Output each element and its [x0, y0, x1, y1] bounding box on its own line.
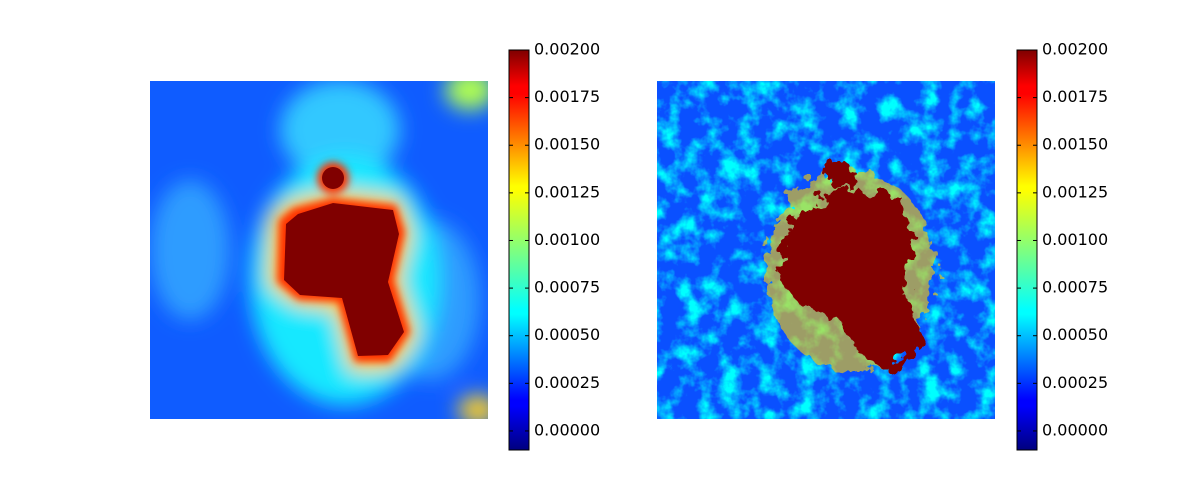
colorbar-tick-label: 0.00000 — [534, 420, 600, 439]
heatmap-image — [657, 81, 995, 419]
colorbar-tick-label: 0.00025 — [1042, 373, 1108, 392]
colorbar — [1016, 49, 1038, 451]
colorbar-tick-label: 0.00125 — [534, 182, 600, 201]
colorbar-tick-label: 0.00150 — [534, 135, 600, 154]
colorbar-tick-label: 0.00025 — [534, 373, 600, 392]
colorbar-tick-label: 0.00075 — [1042, 278, 1108, 297]
colorbar-tick-label: 0.00150 — [1042, 135, 1108, 154]
heatmap-image — [150, 81, 488, 419]
colorbar-tick-label: 0.00050 — [534, 325, 600, 344]
colorbar-tick-label: 0.00075 — [534, 278, 600, 297]
colorbar-tick-label: 0.00000 — [1042, 420, 1108, 439]
colorbar-tick-label: 0.00200 — [534, 40, 600, 59]
colorbar-tick-label: 0.00175 — [1042, 87, 1108, 106]
colorbar-tick-label: 0.00125 — [1042, 182, 1108, 201]
colorbar-tick-label: 0.00200 — [1042, 40, 1108, 59]
colorbar-tick-label: 0.00100 — [1042, 230, 1108, 249]
colorbar-tick-label: 0.00175 — [534, 87, 600, 106]
colorbar-tick-label: 0.00100 — [534, 230, 600, 249]
colorbar — [508, 49, 530, 451]
colorbar-tick-label: 0.00050 — [1042, 325, 1108, 344]
